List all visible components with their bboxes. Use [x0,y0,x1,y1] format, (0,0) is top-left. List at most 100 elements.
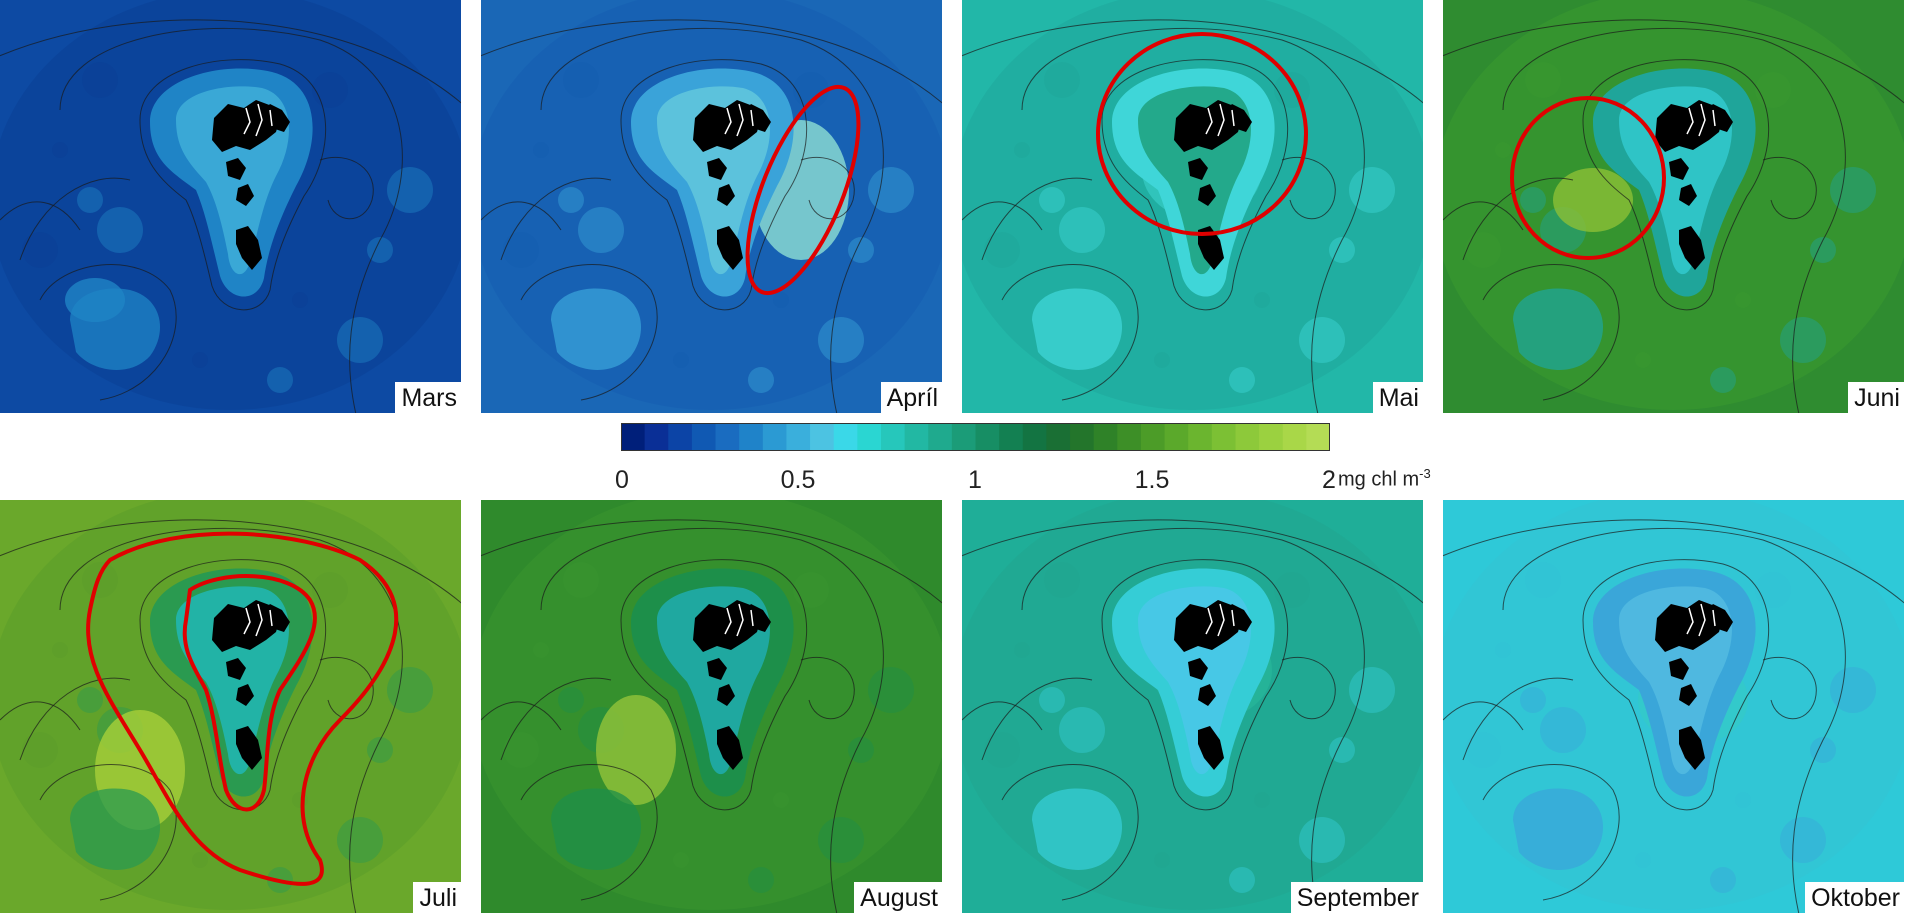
chlorophyll-patch [1229,367,1255,393]
map-panel-juli: Juli [0,500,461,913]
depth-contour [962,701,1043,731]
chlorophyll-patch [1229,867,1255,893]
chlorophyll-patch [292,792,308,808]
colorbar-segment [621,423,646,451]
chlorophyll-patch [82,62,118,98]
island [226,658,246,680]
chlorophyll-map [962,500,1423,913]
island [236,226,262,270]
chlorophyll-patch [1274,572,1310,608]
chlorophyll-patch [1044,62,1080,98]
depth-contour [1582,59,1770,311]
month-label: Juni [1848,382,1904,413]
depth-contour [319,656,374,720]
colorbar-segment [1070,423,1095,451]
island [1669,658,1689,680]
island-detail [243,607,251,635]
chlorophyll-patch [1710,867,1736,893]
colorbar-segment [1282,423,1307,451]
island [1198,726,1224,770]
chlorophyll-patch [1254,792,1270,808]
chlorophyll-patch [1154,352,1170,368]
island [717,184,735,206]
depth-contour [0,19,461,104]
map-panel-mars: Mars [0,0,461,413]
map-panel-juni: Juni [1443,0,1904,413]
colorbar-segment [1235,423,1260,451]
colorbar-segment [1093,423,1118,451]
chlorophyll-map [0,0,461,413]
chlorophyll-patch [848,237,874,263]
colorbar-frame [621,423,1330,451]
chlorophyll-patch [1014,142,1030,158]
chlorophyll-patch [1495,142,1511,158]
island [743,104,771,132]
chlorophyll-patch [77,187,103,213]
depth-contour [319,156,374,220]
depth-contour [1021,27,1365,413]
colorbar-segment [857,423,882,451]
depth-contour [1443,201,1524,231]
chlorophyll-patch [367,737,393,763]
depth-contour [481,201,562,231]
bloom-area [596,695,676,805]
chlorophyll-patch [1710,367,1736,393]
island-detail [269,109,273,127]
island-detail [255,103,263,137]
month-label: Mars [395,382,461,413]
map-panel-oktober: Oktober [1443,500,1904,913]
map-panel-september: September [962,500,1423,913]
island [717,726,743,770]
island [1679,684,1697,706]
depth-contour [500,677,612,761]
colorbar-segment [951,423,977,451]
month-label: Oktober [1805,882,1904,913]
depth-contour [981,677,1093,761]
colorbar-segment [715,423,740,451]
chlorophyll-patch [387,667,433,713]
depth-contour [800,656,855,720]
island [1669,158,1689,180]
depth-contour [1021,527,1365,913]
chlorophyll-patch [1274,72,1310,108]
chlorophyll-patch [77,687,103,713]
depth-contour [500,177,612,261]
chlorophyll-patch [868,167,914,213]
colorbar-segment [644,423,669,451]
island-detail [1231,609,1235,627]
chlorophyll-patch [1329,737,1355,763]
depth-contour [1281,656,1336,720]
island [1224,104,1252,132]
chlorophyll-patch [1059,207,1105,253]
depth-contour [520,764,658,901]
chlorophyll-map [1443,500,1904,913]
bank-region [551,288,642,370]
colorbar [621,423,1330,451]
chlorophyll-patch [1039,187,1065,213]
island-detail [1712,609,1716,627]
highlight-outline [1096,32,1308,236]
chlorophyll-patch [1465,232,1501,268]
chlorophyll-patch [533,642,549,658]
chlorophyll-patch [1735,292,1751,308]
depth-contour [481,519,942,604]
chlorophyll-map [962,0,1423,413]
depth-contour [520,264,658,401]
island-detail [750,109,754,127]
depth-contour [481,701,562,731]
chlorophyll-patch [1810,737,1836,763]
island-detail [1205,607,1213,635]
chlorophyll-patch [22,232,58,268]
highlight-outline [745,84,861,296]
island [1198,226,1224,270]
chlorophyll-patch [1044,562,1080,598]
map-panel-august: August [481,500,942,913]
chlorophyll-patch [1014,642,1030,658]
chlorophyll-patch [1329,237,1355,263]
colorbar-segment [1164,423,1189,451]
island [717,684,735,706]
chlorophyll-patch [337,317,383,363]
island [707,158,727,180]
colorbar-segment [1117,423,1142,451]
chlorophyll-patch [192,352,208,368]
